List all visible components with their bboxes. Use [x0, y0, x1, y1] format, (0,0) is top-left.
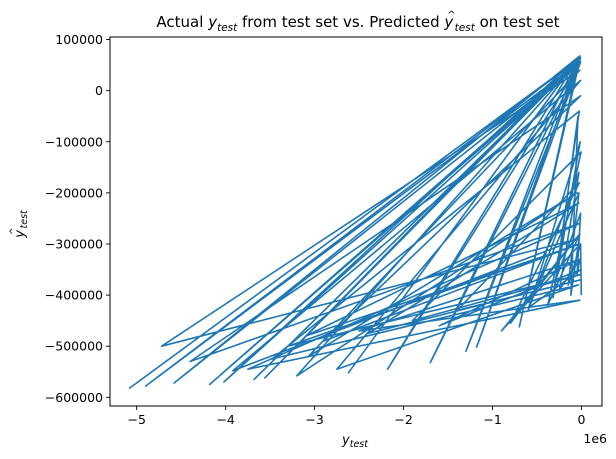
chart-title: Actual ytest from test set vs. Predicted…	[156, 10, 559, 34]
title-y-predicted: y	[443, 13, 454, 31]
y-tick-label: −100000	[45, 134, 103, 149]
y-axis-label: y^test	[9, 209, 30, 239]
y-axis-label-main: y	[13, 230, 28, 239]
series-line-0	[128, 55, 583, 389]
x-tick-label: −3	[305, 412, 323, 427]
title-y-actual: y	[207, 13, 218, 31]
plot-frame	[109, 36, 603, 407]
x-axis-offset-label: 1e6	[583, 431, 607, 446]
y-axis-label-subscript: test	[19, 209, 30, 229]
title-y-predicted-subscript: test	[455, 22, 476, 34]
x-tick-label: −1	[483, 412, 501, 427]
y-tick-label: −600000	[45, 390, 103, 405]
y-tick-label: −500000	[45, 339, 103, 354]
x-axis-label-main: y	[341, 433, 350, 448]
x-tick-label: −5	[127, 412, 145, 427]
series-layer	[128, 55, 583, 389]
y-tick-label: −200000	[45, 185, 103, 200]
x-axis-ticks: −5 −4 −3 −2 −1 0	[127, 406, 586, 427]
x-tick-label: 0	[578, 412, 586, 427]
x-axis-label-subscript: test	[350, 439, 370, 450]
title-y-actual-subscript: test	[217, 22, 238, 34]
title-middle: from test set vs. Predicted	[237, 13, 444, 31]
y-tick-label: 0	[95, 83, 103, 98]
title-y-predicted-hat: ^	[447, 10, 455, 21]
y-axis-label-hat: ^	[9, 228, 19, 236]
y-tick-label: −300000	[45, 236, 103, 251]
y-tick-label: 100000	[55, 32, 103, 47]
x-tick-label: −4	[216, 412, 234, 427]
y-axis-ticks: 100000 0 −100000 −200000 −300000 −400000 −5000…	[45, 32, 110, 405]
x-axis-label: ytest	[341, 433, 369, 450]
y-tick-label: −400000	[45, 288, 103, 303]
title-prefix: Actual	[156, 13, 208, 31]
x-tick-label: −2	[394, 412, 412, 427]
title-suffix: on test set	[475, 13, 560, 31]
